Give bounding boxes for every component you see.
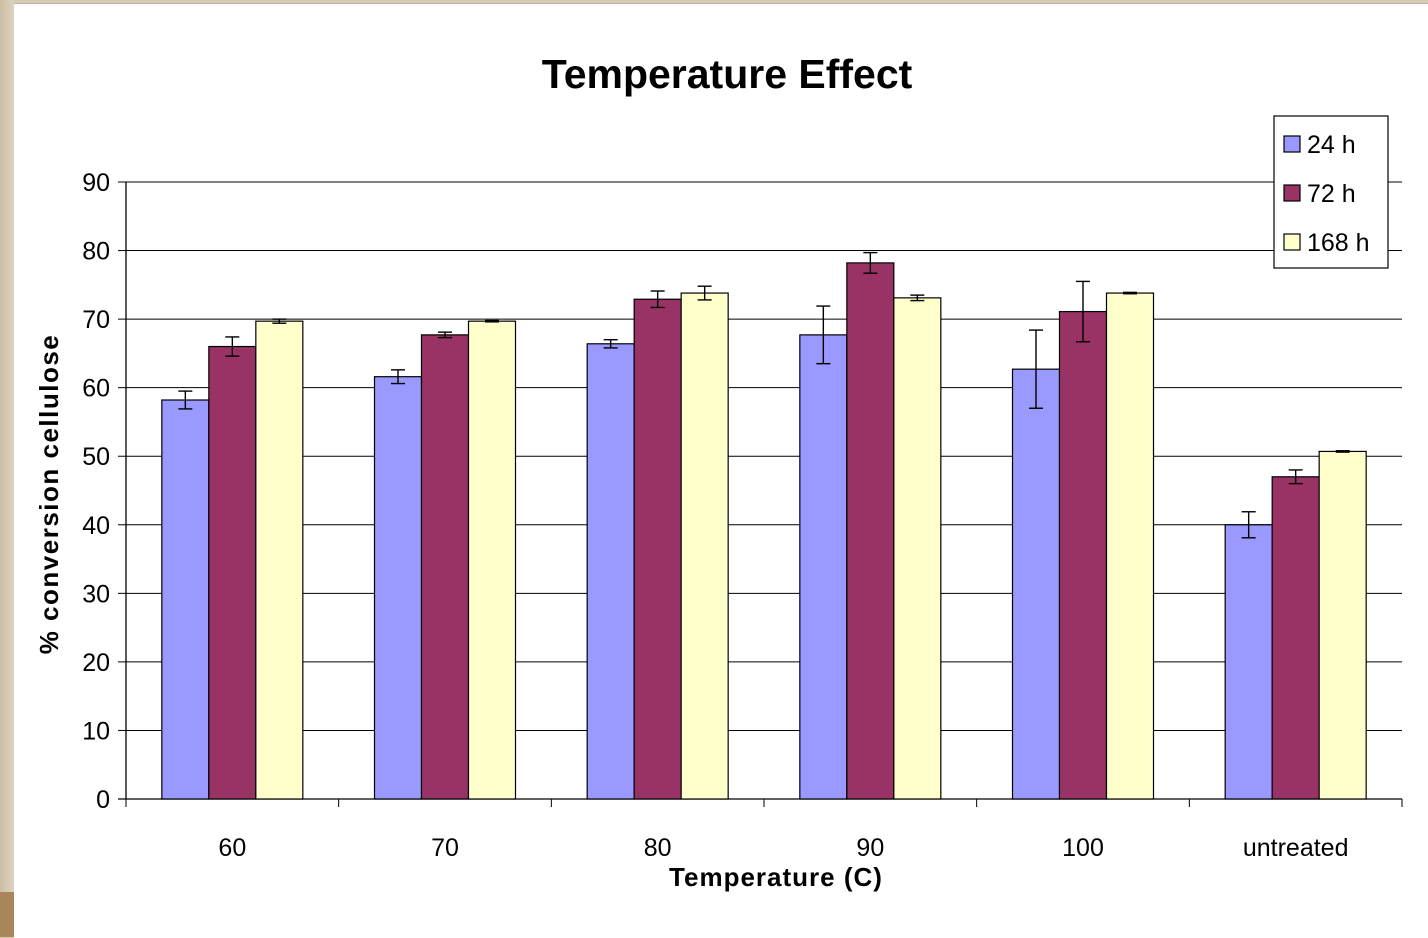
bar — [373, 376, 423, 800]
y-tick-label: 40 — [82, 512, 110, 540]
legend-swatch — [1283, 233, 1301, 251]
legend-swatch — [1283, 135, 1301, 153]
bar — [893, 297, 942, 800]
legend-label: 168 h — [1307, 229, 1370, 257]
y-tick-label: 0 — [96, 786, 110, 814]
x-tick-label: 70 — [431, 834, 459, 862]
y-tick-label: 80 — [82, 238, 110, 266]
chart-title: Temperature Effect — [542, 51, 913, 97]
legend-swatch — [1283, 184, 1301, 202]
legend: 24 h 72 h 168 h — [1273, 115, 1389, 269]
bar — [420, 334, 470, 800]
x-tick-label: untreated — [1243, 834, 1349, 862]
bar — [846, 262, 895, 800]
bar-chart: 0 10 20 30 40 50 60 70 80 90 60 70 80 90 100 untreated… — [34, 51, 1403, 892]
bar — [1105, 292, 1155, 800]
bar — [467, 320, 517, 800]
bar — [208, 345, 257, 800]
legend-label: 72 h — [1307, 180, 1356, 208]
chart-area: 0 10 20 30 40 50 60 70 80 90 60 70 80 90 100 untreated… — [14, 3, 1428, 938]
x-tick-label: 100 — [1062, 834, 1104, 862]
x-tick-label: 80 — [644, 834, 672, 862]
bar — [799, 334, 848, 800]
bar — [633, 298, 682, 800]
x-tick-label: 90 — [856, 834, 884, 862]
y-tick-labels: 0 10 20 30 40 50 60 70 80 90 — [82, 169, 110, 814]
y-tick-label: 50 — [82, 443, 110, 471]
x-tick-labels: 60 70 80 90 100 untreated — [218, 834, 1348, 862]
bar — [1011, 368, 1061, 800]
gridlines — [126, 181, 1402, 731]
bar — [1271, 476, 1320, 800]
bar — [1318, 450, 1367, 800]
bar — [1058, 310, 1108, 800]
y-tick-label: 60 — [82, 375, 110, 403]
y-axis-label: % conversion cellulose — [34, 334, 64, 655]
x-tick-label: 60 — [218, 834, 246, 862]
y-tick-label: 70 — [82, 306, 110, 334]
error-bars — [178, 251, 1350, 539]
slide-frame-corner — [0, 892, 14, 937]
bar — [161, 399, 210, 800]
legend-label: 24 h — [1307, 131, 1356, 159]
x-axis-label: Temperature (C) — [669, 862, 883, 892]
bars — [161, 262, 1367, 800]
y-tick-label: 20 — [82, 649, 110, 677]
y-tick-label: 90 — [82, 169, 110, 197]
y-tick-label: 10 — [82, 717, 110, 745]
bar — [586, 343, 635, 800]
slide-frame-left — [0, 0, 14, 937]
bar — [680, 292, 729, 800]
axes — [118, 181, 1403, 807]
bar — [255, 320, 304, 800]
bar — [1224, 524, 1273, 800]
y-tick-label: 30 — [82, 580, 110, 608]
